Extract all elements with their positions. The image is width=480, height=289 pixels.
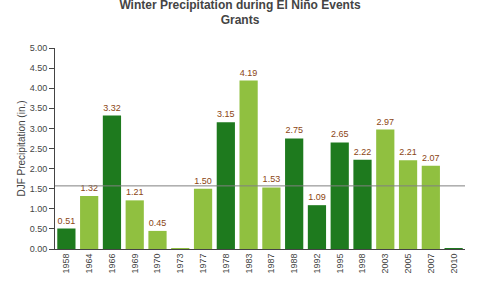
svg-text:2.50: 2.50 bbox=[30, 144, 48, 154]
svg-text:1.09: 1.09 bbox=[308, 192, 326, 202]
svg-text:2005: 2005 bbox=[403, 254, 413, 274]
svg-text:2.21: 2.21 bbox=[399, 147, 417, 157]
svg-text:DJF Precipitation (in.): DJF Precipitation (in.) bbox=[16, 100, 27, 196]
svg-text:4.00: 4.00 bbox=[30, 83, 48, 93]
svg-text:2.07: 2.07 bbox=[422, 153, 440, 163]
svg-text:0.51: 0.51 bbox=[58, 216, 76, 226]
svg-text:1.50: 1.50 bbox=[30, 184, 48, 194]
svg-text:1969: 1969 bbox=[130, 254, 140, 274]
svg-text:2.00: 2.00 bbox=[30, 164, 48, 174]
svg-text:3.00: 3.00 bbox=[30, 124, 48, 134]
svg-text:0.50: 0.50 bbox=[30, 224, 48, 234]
svg-text:1958: 1958 bbox=[61, 254, 71, 274]
svg-text:1998: 1998 bbox=[357, 254, 367, 274]
svg-text:1987: 1987 bbox=[266, 254, 276, 274]
svg-text:Winter Precipitation during El: Winter Precipitation during El Niño Even… bbox=[119, 0, 361, 27]
svg-text:1964: 1964 bbox=[84, 254, 94, 274]
svg-text:2010: 2010 bbox=[449, 254, 459, 274]
svg-text:1995: 1995 bbox=[335, 254, 345, 274]
svg-text:0.45: 0.45 bbox=[149, 218, 167, 228]
svg-text:2.22: 2.22 bbox=[354, 147, 372, 157]
svg-text:4.50: 4.50 bbox=[30, 63, 48, 73]
svg-text:0.00: 0.00 bbox=[30, 244, 48, 254]
svg-text:3.50: 3.50 bbox=[30, 103, 48, 113]
svg-text:2007: 2007 bbox=[426, 254, 436, 274]
svg-text:2003: 2003 bbox=[380, 254, 390, 274]
svg-text:2.65: 2.65 bbox=[331, 129, 349, 139]
svg-text:3.32: 3.32 bbox=[103, 103, 121, 113]
svg-text:1978: 1978 bbox=[221, 254, 231, 274]
svg-text:1988: 1988 bbox=[289, 254, 299, 274]
svg-text:1.32: 1.32 bbox=[80, 183, 98, 193]
svg-text:1977: 1977 bbox=[198, 254, 208, 274]
svg-text:1970: 1970 bbox=[152, 254, 162, 274]
svg-text:2.75: 2.75 bbox=[285, 125, 303, 135]
svg-text:1973: 1973 bbox=[175, 254, 185, 274]
svg-text:5.00: 5.00 bbox=[30, 43, 48, 53]
svg-text:4.19: 4.19 bbox=[240, 68, 258, 78]
svg-text:1.50: 1.50 bbox=[194, 176, 212, 186]
svg-text:3.15: 3.15 bbox=[217, 109, 235, 119]
svg-text:1.00: 1.00 bbox=[30, 204, 48, 214]
svg-text:2.97: 2.97 bbox=[377, 117, 395, 127]
svg-text:1983: 1983 bbox=[244, 254, 254, 274]
svg-text:1.53: 1.53 bbox=[263, 174, 281, 184]
svg-text:1.21: 1.21 bbox=[126, 187, 144, 197]
svg-text:1966: 1966 bbox=[107, 254, 117, 274]
svg-text:1992: 1992 bbox=[312, 254, 322, 274]
